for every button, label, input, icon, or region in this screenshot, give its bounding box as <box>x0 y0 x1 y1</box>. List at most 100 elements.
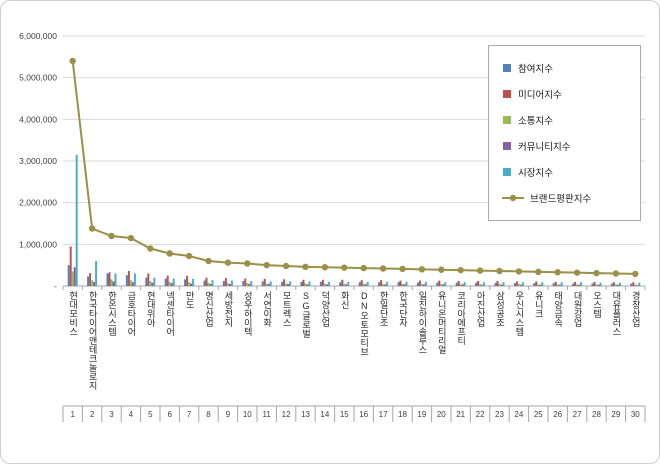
category-label: 코리아에프티 <box>456 291 467 345</box>
bar-1 <box>341 279 344 286</box>
bar-1 <box>360 280 363 286</box>
rank-label: 24 <box>514 410 524 419</box>
bar-2 <box>188 282 191 286</box>
bar-3 <box>73 267 76 286</box>
bar-1 <box>89 273 92 286</box>
bar-2 <box>498 283 501 286</box>
bar-1 <box>554 281 557 286</box>
bar-0 <box>533 283 536 286</box>
rank-label: 10 <box>242 410 252 419</box>
bar-4 <box>153 277 156 286</box>
bar-2 <box>207 282 210 286</box>
category-label: 한국타이어앤테크놀로지 <box>87 291 98 390</box>
bar-0 <box>475 282 478 286</box>
bar-1 <box>457 281 460 286</box>
bar-1 <box>399 280 402 286</box>
chart-legend: 참여지수 미디어지수 소통지수 커뮤니티지수 시장지수 브랜드평판지수 <box>488 45 641 221</box>
line-marker <box>457 266 464 274</box>
category-label: 한온시스템 <box>107 291 117 336</box>
rank-label: 1 <box>70 410 75 419</box>
bar-4 <box>541 282 544 286</box>
bar-4 <box>638 282 641 286</box>
bar-3 <box>170 283 173 286</box>
bar-0 <box>339 282 342 286</box>
bar-3 <box>558 284 561 286</box>
bar-3 <box>384 284 387 286</box>
bar-0 <box>222 281 225 286</box>
line-marker <box>612 270 620 277</box>
bar-4 <box>463 282 466 286</box>
legend-swatch-icon <box>503 90 511 98</box>
rank-label: 6 <box>167 410 172 419</box>
category-label: 오스템 <box>592 291 602 318</box>
rank-label: 5 <box>148 410 153 419</box>
bar-3 <box>597 284 600 286</box>
line-marker <box>379 265 387 272</box>
bar-3 <box>209 283 212 286</box>
bar-4 <box>424 281 427 286</box>
rank-label: 17 <box>378 410 388 419</box>
bar-0 <box>145 277 148 286</box>
bar-2 <box>71 271 74 286</box>
rank-label: 11 <box>262 410 271 419</box>
line-marker <box>263 261 270 269</box>
bar-4 <box>192 278 195 286</box>
legend-label: 시장지수 <box>518 168 553 179</box>
bar-0 <box>552 283 555 286</box>
bar-3 <box>131 282 134 286</box>
rank-label: 13 <box>301 410 310 419</box>
line-marker <box>244 260 251 267</box>
bar-3 <box>539 284 542 286</box>
legend-line-marker-icon <box>502 194 524 202</box>
bar-1 <box>147 273 150 286</box>
bar-1 <box>574 281 577 286</box>
category-label: DN오토모티브 <box>359 291 370 356</box>
y-tick-label: 1,000,000 <box>19 239 57 249</box>
bar-2 <box>517 283 520 286</box>
bar-0 <box>630 283 633 286</box>
bar-4 <box>560 282 563 286</box>
line-marker <box>147 245 154 252</box>
rank-label: 23 <box>495 410 504 419</box>
bar-3 <box>325 284 328 286</box>
legend-label: 미디어지수 <box>518 90 562 101</box>
line-marker <box>593 269 600 277</box>
bar-2 <box>265 283 268 286</box>
bar-1 <box>127 271 130 286</box>
bar-3 <box>500 284 503 286</box>
rank-label: 22 <box>475 410 485 419</box>
rank-label: 3 <box>109 410 114 419</box>
bar-0 <box>416 282 419 286</box>
bar-1 <box>205 277 208 286</box>
bar-0 <box>184 279 187 286</box>
legend-label: 참여지수 <box>518 64 553 75</box>
category-label: 우신시스템 <box>514 291 525 336</box>
legend-swatch-icon <box>503 116 511 124</box>
legend-item: 커뮤니티지수 <box>502 133 634 159</box>
bar-0 <box>610 283 613 286</box>
line-marker <box>88 225 96 232</box>
category-label: SG글로벌 <box>301 291 311 338</box>
bar-3 <box>422 284 425 286</box>
bar-3 <box>442 284 445 286</box>
bar-1 <box>224 278 227 286</box>
bar-4 <box>405 281 408 286</box>
bar-2 <box>401 283 404 286</box>
bar-2 <box>91 280 94 286</box>
bar-1 <box>418 280 421 286</box>
bar-1 <box>477 281 480 286</box>
line-marker <box>438 266 445 273</box>
category-label: 현대모비스 <box>68 291 79 336</box>
line-marker <box>282 262 290 270</box>
bar-4 <box>289 281 292 286</box>
category-label: 화신 <box>339 291 350 309</box>
bar-4 <box>444 282 447 286</box>
legend-item: 미디어지수 <box>502 81 634 107</box>
y-tick-label: 2,000,000 <box>19 198 57 208</box>
bar-0 <box>67 265 70 286</box>
bar-0 <box>378 282 381 286</box>
bar-1 <box>593 281 596 286</box>
bar-4 <box>366 281 369 286</box>
legend-swatch-icon <box>503 168 511 176</box>
